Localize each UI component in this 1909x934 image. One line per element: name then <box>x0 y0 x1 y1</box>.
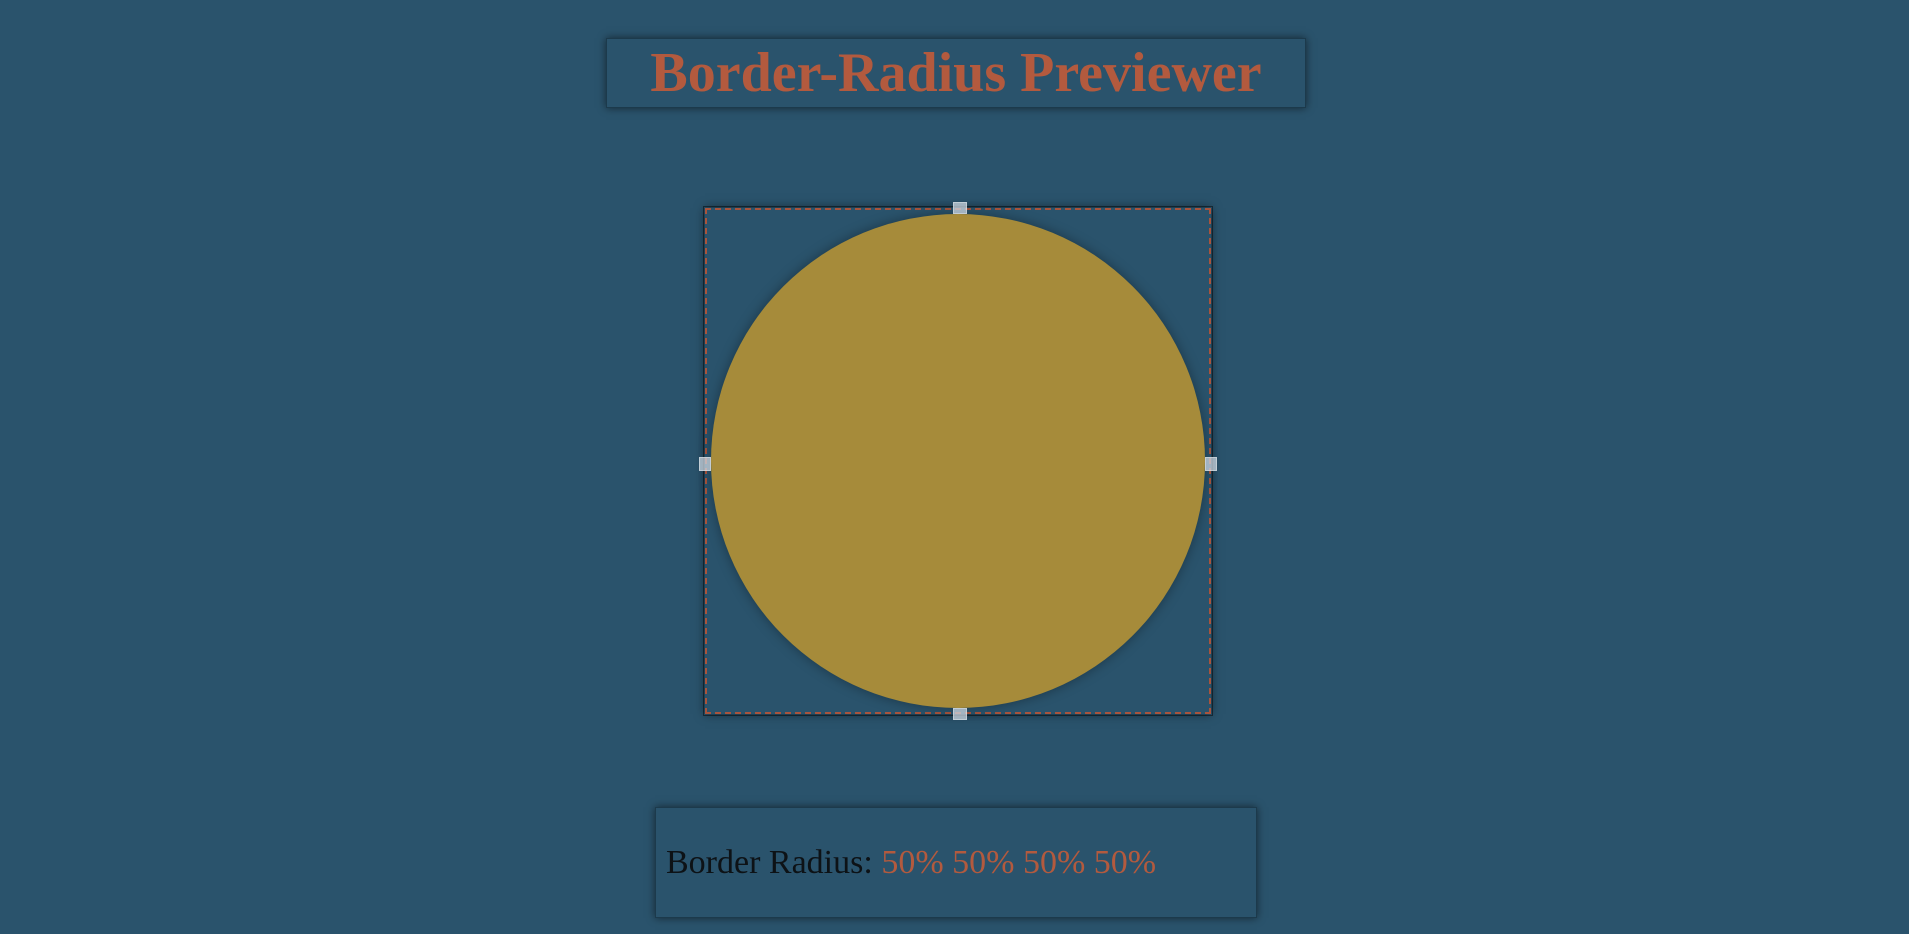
handle-right[interactable] <box>1205 457 1217 471</box>
handle-bottom[interactable] <box>953 708 967 720</box>
output-label: Border Radius: <box>666 844 881 882</box>
preview-shape <box>711 214 1205 708</box>
border-radius-output[interactable]: Border Radius: 50% 50% 50% 50% <box>655 807 1257 918</box>
handle-left[interactable] <box>699 457 711 471</box>
preview-frame <box>705 208 1211 714</box>
title-panel: Border-Radius Previewer <box>606 38 1306 108</box>
output-value: 50% 50% 50% 50% <box>881 844 1156 882</box>
handle-top[interactable] <box>953 202 967 214</box>
page-title: Border-Radius Previewer <box>650 45 1261 101</box>
